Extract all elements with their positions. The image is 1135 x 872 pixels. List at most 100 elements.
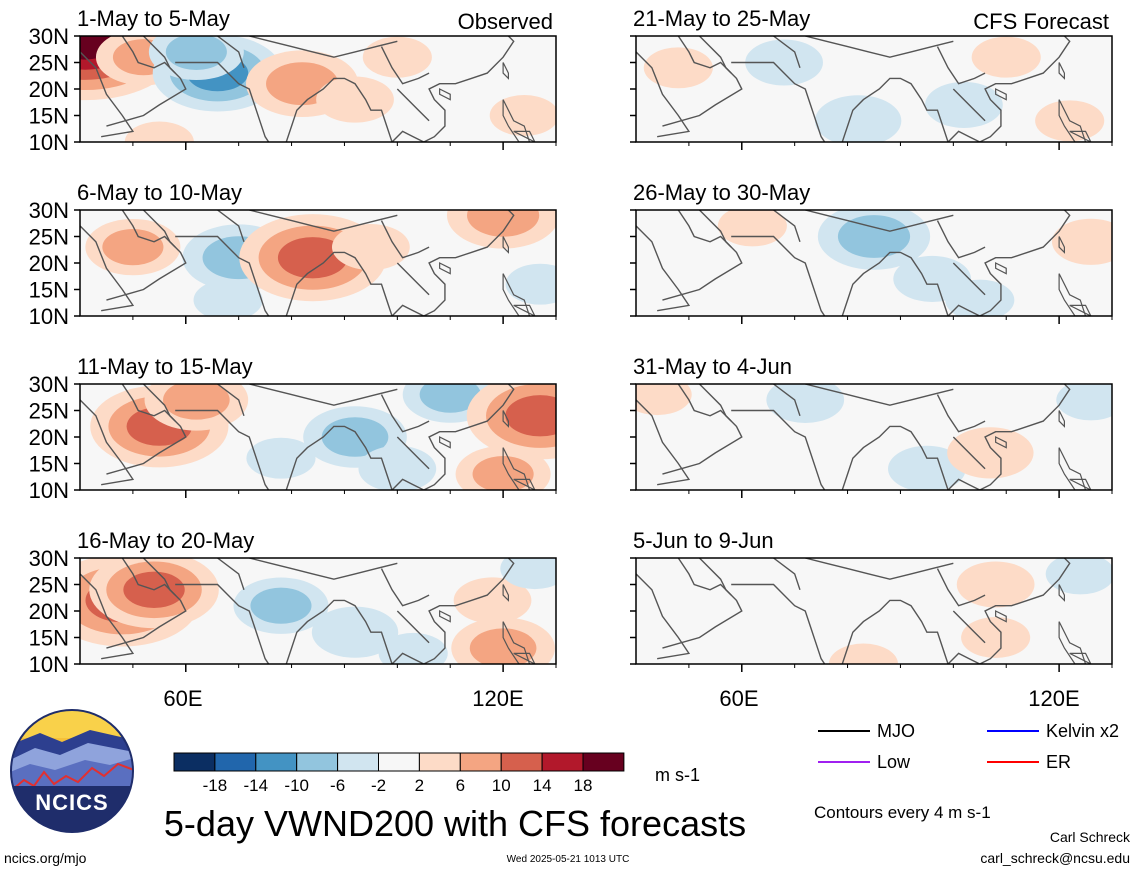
observed-label: Observed	[458, 9, 553, 34]
coastline-segment	[805, 384, 954, 406]
anomaly-contour	[505, 263, 556, 305]
island-outline	[1058, 99, 1087, 142]
coastline-segment	[947, 384, 1071, 490]
colorbar-swatch	[255, 752, 298, 772]
map-panel: 31-May to 4-Jun	[630, 354, 1113, 498]
y-tick-label: 20N	[29, 599, 69, 624]
coastline-segment	[396, 610, 430, 644]
island-outline	[1058, 621, 1087, 664]
island-outline	[513, 652, 536, 664]
anomaly-contour	[745, 39, 823, 86]
map-panel: 26-May to 30-May	[630, 180, 1113, 324]
coastline-segment	[391, 210, 515, 316]
anomaly-contour	[636, 384, 692, 416]
anomaly-contour	[888, 445, 966, 490]
anomaly-contour	[316, 76, 394, 123]
coastline-segment	[249, 36, 398, 58]
colorbar-label: 14	[533, 776, 552, 795]
colorbar-swatch	[296, 752, 339, 772]
main-title: 5-day VWND200 with CFS forecasts	[164, 803, 746, 844]
panel-title: 16-May to 20-May	[77, 528, 254, 553]
island-outline	[1058, 447, 1087, 490]
x-tick-label-right-60e: 60E	[719, 686, 758, 711]
x-tick-label-left-60e: 60E	[163, 686, 202, 711]
coastline-segment	[249, 384, 398, 406]
coastline-segment	[731, 61, 826, 142]
anomaly-contour	[828, 643, 898, 664]
footer-timestamp: Wed 2025-05-21 1013 UTC	[507, 854, 630, 865]
cfs-forecast-label: CFS Forecast	[973, 9, 1109, 34]
island-outline	[513, 130, 536, 142]
coastline-segment	[217, 384, 245, 417]
colorbar-swatch	[541, 752, 584, 772]
coastline-segment	[662, 36, 743, 127]
colorbar-label: -14	[244, 776, 269, 795]
coastline-segment	[952, 262, 986, 296]
y-tick-label: 25N	[29, 399, 69, 424]
coastline	[80, 36, 536, 142]
island-outline	[995, 88, 1007, 101]
legend-label: Low	[877, 752, 911, 772]
island-outline	[513, 304, 536, 316]
coastline-segment	[662, 210, 743, 301]
coastline-segment	[841, 425, 949, 490]
anomaly-contour	[277, 237, 348, 279]
coastline-segment	[391, 558, 515, 664]
coastline-segment	[841, 251, 949, 316]
coastline-segment	[249, 558, 398, 580]
coastline-segment	[773, 210, 801, 243]
credit-name: Carl Schreck	[1050, 829, 1131, 845]
coastline	[80, 210, 536, 316]
island-outline	[502, 447, 531, 490]
coastline-segment	[396, 436, 430, 470]
ncics-logo: NCICS	[10, 709, 134, 833]
anomaly-contour	[643, 47, 713, 89]
y-tick-label: 15N	[29, 104, 69, 129]
island-outline	[502, 236, 509, 254]
coastline-segment	[285, 599, 393, 664]
y-tick-label: 15N	[29, 626, 69, 651]
map-panel: 5-Jun to 9-Jun	[630, 528, 1113, 672]
coastline-segment	[106, 210, 187, 301]
coastline-segment	[662, 384, 743, 475]
coastline-segment	[947, 210, 1071, 316]
unit-label: m s-1	[655, 765, 700, 785]
ncics-logo-text: NCICS	[35, 790, 108, 815]
anomaly-contour	[453, 577, 532, 624]
panel-title: 1-May to 5-May	[77, 6, 230, 31]
colorbar-swatch	[418, 752, 461, 772]
island-outline	[995, 262, 1007, 275]
anomaly-contour	[193, 279, 263, 316]
coastline-segment	[773, 384, 801, 417]
coastline	[80, 558, 536, 664]
footer-url[interactable]: ncics.org/mjo	[4, 850, 87, 866]
coastline-segment	[80, 399, 135, 486]
island-outline	[439, 436, 451, 449]
y-tick-label: 15N	[29, 278, 69, 303]
coastline-segment	[106, 384, 187, 475]
coastline-segment	[391, 384, 515, 490]
credit-email[interactable]: carl_schreck@ncsu.edu	[980, 850, 1130, 866]
colorbar-label: -6	[330, 776, 345, 795]
island-outline	[502, 99, 531, 142]
coastline-segment	[731, 235, 826, 316]
colorbar-swatch	[214, 752, 257, 772]
colorbar-label: 10	[492, 776, 511, 795]
y-tick-label: 30N	[29, 546, 69, 571]
coastline-segment	[805, 36, 954, 58]
x-tick-label-left-120e: 120E	[472, 686, 523, 711]
coastline-segment	[947, 36, 1071, 142]
coastline-segment	[662, 558, 743, 649]
map-panel: 21-May to 25-May	[630, 6, 1113, 150]
island-outline	[1058, 410, 1066, 428]
coastline-segment	[936, 394, 986, 433]
coastline-segment	[947, 558, 1071, 664]
panel-title: 11-May to 15-May	[77, 354, 253, 379]
anomaly-contour	[505, 395, 556, 437]
panel-background	[636, 384, 1112, 490]
colorbar: -18 -14 -10 -6 -2 2 6 10 14 18	[173, 752, 625, 795]
y-tick-label: 10N	[29, 652, 69, 677]
colorbar-swatch	[173, 752, 216, 772]
